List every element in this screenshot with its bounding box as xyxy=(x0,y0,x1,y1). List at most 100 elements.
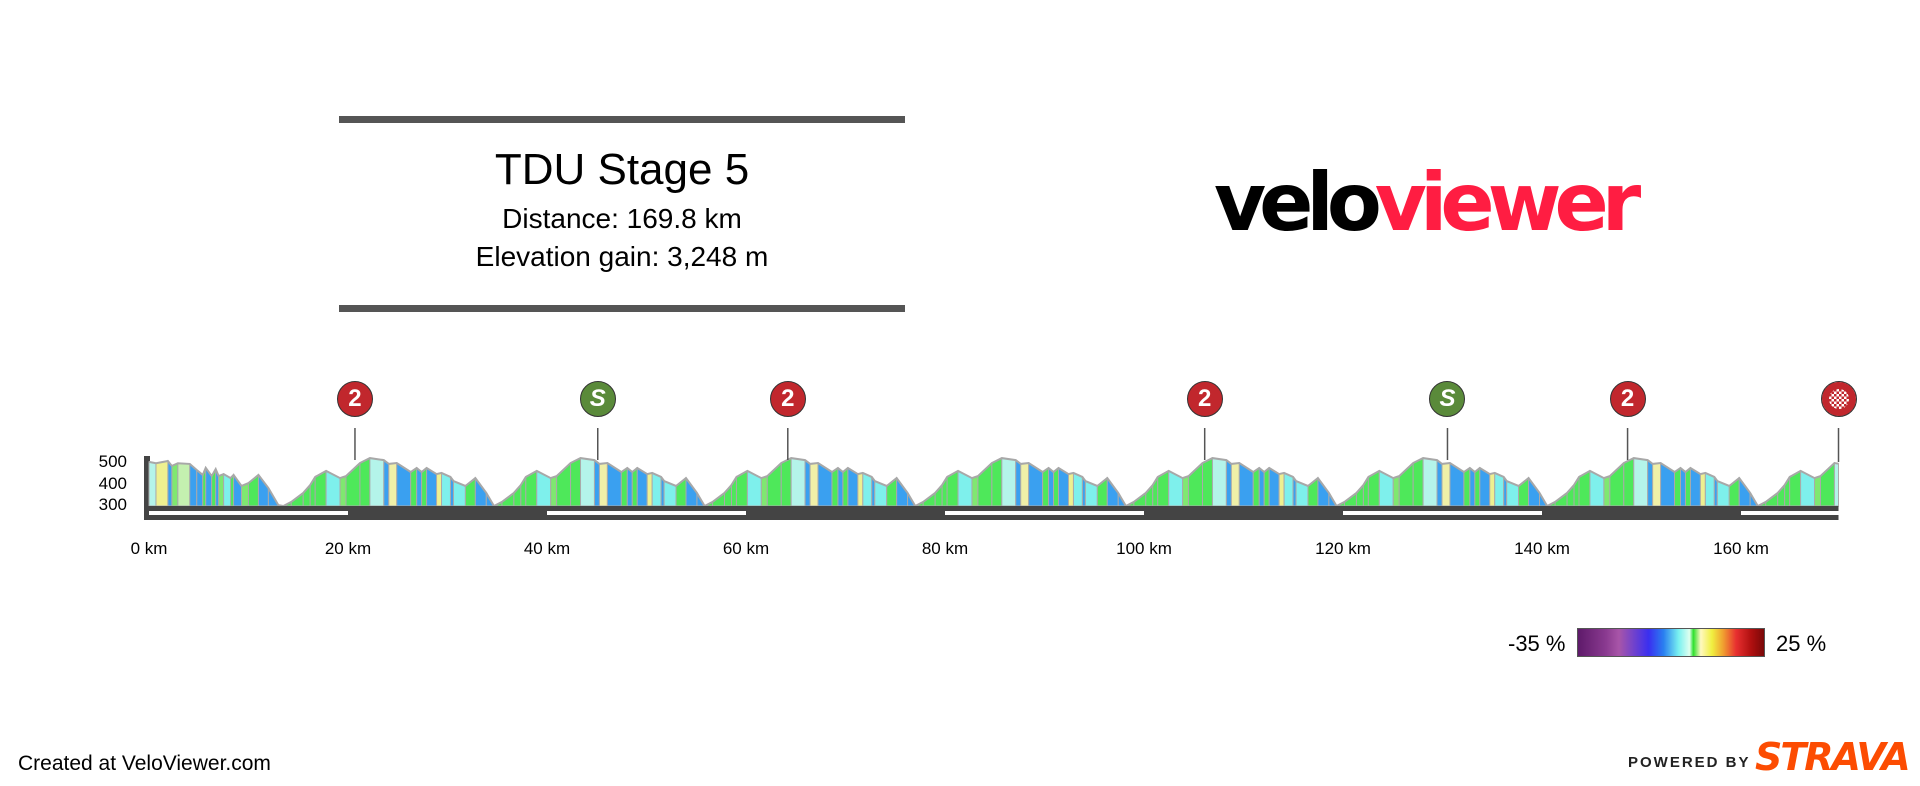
logo-viewer: viewer xyxy=(1374,156,1641,249)
x-tick-label: 140 km xyxy=(1514,539,1570,558)
profile-segment xyxy=(1652,462,1662,507)
profile-segment xyxy=(171,462,179,507)
title-rule-top xyxy=(339,116,905,123)
x-tick-label: 60 km xyxy=(722,539,770,558)
powered-by-text: POWERED BY xyxy=(1628,754,1751,771)
profile-segment xyxy=(410,467,418,507)
profile-segment xyxy=(1230,462,1240,507)
profile-segment xyxy=(606,462,622,507)
distance-scale-segment xyxy=(945,511,1144,515)
kom-category-2-icon[interactable]: 2 xyxy=(1609,381,1646,417)
profile-segment xyxy=(359,457,371,507)
profile-segment xyxy=(780,457,792,507)
profile-segment xyxy=(257,473,269,507)
profile-segment xyxy=(1441,462,1451,507)
profile-segment xyxy=(155,460,169,507)
sprint-icon[interactable]: S xyxy=(579,381,616,417)
legend-min-label: -35 % xyxy=(1508,631,1566,656)
profile-segment xyxy=(1042,467,1050,507)
x-tick-label: 120 km xyxy=(1315,539,1371,558)
profile-segment xyxy=(842,466,849,507)
profile-segment xyxy=(1422,457,1438,507)
profile-segment xyxy=(1647,459,1654,507)
profile-segment xyxy=(1028,462,1044,507)
created-at-link[interactable]: Created at VeloViewer.com xyxy=(18,752,271,775)
profile-segment xyxy=(1053,466,1060,507)
sprint-icon[interactable]: S xyxy=(1429,381,1466,417)
profile-segment xyxy=(1474,466,1481,507)
profile-segment xyxy=(570,457,582,507)
y-tick-300: 300 xyxy=(98,495,127,514)
profile-segment xyxy=(1833,462,1840,507)
kom-category-2-icon[interactable]: 2 xyxy=(1186,381,1223,417)
profile-segment xyxy=(837,466,844,507)
profile-segment xyxy=(1278,472,1285,507)
profile-segment xyxy=(1252,467,1260,507)
profile-segment xyxy=(1067,472,1074,507)
profile-outline xyxy=(148,457,1839,508)
profile-segment xyxy=(1412,457,1424,507)
profile-segment xyxy=(218,473,225,507)
elevation-gain-text: Elevation gain: 3,248 m xyxy=(475,241,769,272)
profile-segment xyxy=(1392,475,1400,507)
distance-text: Distance: 169.8 km xyxy=(502,203,742,234)
kom-category-2-icon[interactable]: 2 xyxy=(769,381,806,417)
profile-segment xyxy=(790,457,806,507)
profile-segment xyxy=(1211,457,1227,507)
profile-segment xyxy=(760,475,768,507)
profile-segment xyxy=(1674,467,1682,507)
profile-segment xyxy=(804,459,811,507)
profile-segment xyxy=(1814,475,1822,507)
x-tick-label: 160 km xyxy=(1713,539,1769,558)
logo-velo: velo xyxy=(1214,156,1382,249)
profile-segment xyxy=(388,462,398,507)
profile-segment xyxy=(1449,462,1465,507)
x-tick-label: 20 km xyxy=(324,539,372,558)
profile-segment xyxy=(1623,457,1635,507)
profile-segment xyxy=(817,462,833,507)
profile-segment xyxy=(862,472,873,507)
profile-segment xyxy=(1258,466,1265,507)
title-rule-bottom xyxy=(339,305,905,312)
legend-max-label: 25 % xyxy=(1776,631,1827,656)
profile-segment xyxy=(416,466,423,507)
distance-scale-segment xyxy=(149,511,348,515)
profile-segment xyxy=(598,462,608,507)
page-title: TDU Stage 5 xyxy=(494,145,750,194)
profile-segment xyxy=(1020,462,1030,507)
profile-segment xyxy=(339,475,347,507)
profile-segment xyxy=(1463,467,1471,507)
distance-scale-segment xyxy=(1343,511,1542,515)
profile-segment xyxy=(1225,459,1232,507)
profile-segment xyxy=(1182,475,1190,507)
profile-segment xyxy=(593,459,600,507)
x-tick-label: 40 km xyxy=(523,539,571,558)
profile-segment xyxy=(626,466,633,507)
profile-segment xyxy=(809,462,819,507)
profile-segment xyxy=(383,459,390,507)
kom-category-2-icon[interactable]: 2 xyxy=(336,381,373,417)
profile-segment xyxy=(396,462,412,507)
profile-segment xyxy=(1238,462,1254,507)
profile-segment xyxy=(1436,459,1443,507)
finish-flag-icon[interactable] xyxy=(1820,381,1857,417)
profile-segment xyxy=(620,467,628,507)
profile-segment xyxy=(1469,466,1476,507)
profile-segment xyxy=(1699,472,1706,507)
profile-segment xyxy=(857,472,864,507)
profile-segment xyxy=(991,457,1003,507)
profile-segment xyxy=(1015,459,1022,507)
profile-segment xyxy=(1704,472,1715,507)
profile-segment xyxy=(436,472,443,507)
profile-segment xyxy=(971,475,979,507)
profile-segment xyxy=(177,462,191,507)
profile-segment xyxy=(148,461,157,507)
profile-segment xyxy=(831,467,839,507)
strava-logo[interactable]: STRAVA xyxy=(1755,735,1911,779)
profile-segment xyxy=(421,466,428,507)
y-tick-400: 400 xyxy=(98,474,127,493)
profile-segment xyxy=(1684,466,1691,507)
profile-segment xyxy=(1494,472,1505,507)
profile-segment xyxy=(1001,457,1017,507)
profile-segment xyxy=(167,459,173,507)
